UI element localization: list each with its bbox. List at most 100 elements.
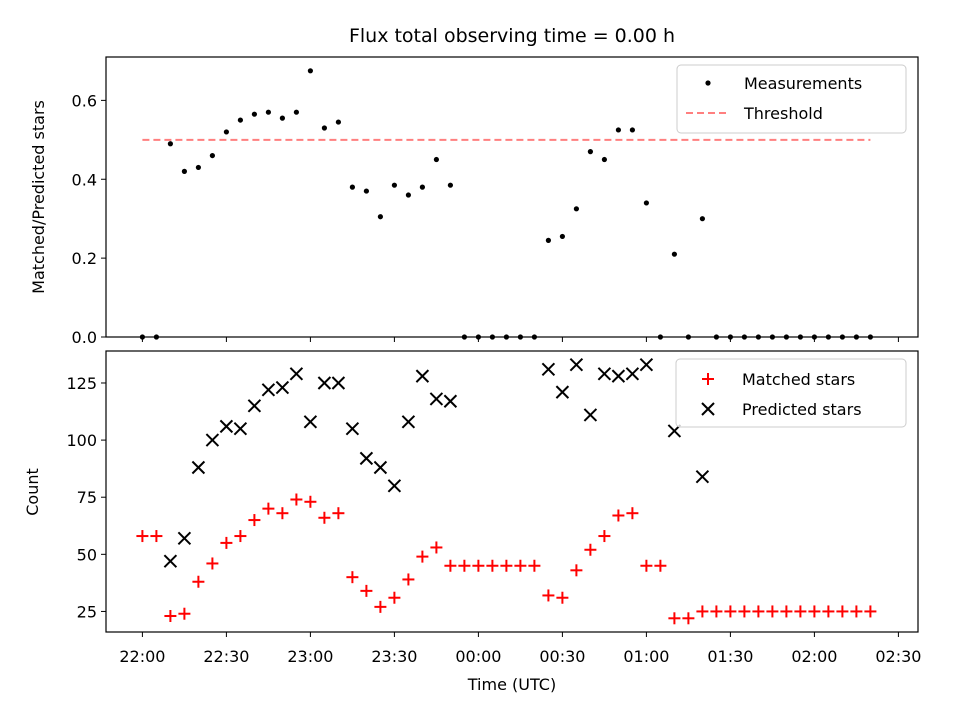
x-tick-label: 00:30: [539, 647, 585, 666]
x-tick-label: 23:30: [371, 647, 417, 666]
measurement-point: [419, 184, 425, 190]
matched-star-point: [206, 557, 219, 570]
matched-star-point: [150, 530, 163, 543]
matched-star-point: [262, 502, 275, 515]
matched-star-point: [710, 605, 723, 618]
matched-star-point: [850, 605, 863, 618]
ratio-legend: Measurements Threshold: [676, 64, 907, 134]
count-y-axis-label: Count: [23, 468, 42, 516]
measurement-point: [223, 129, 229, 135]
matched-star-point: [640, 559, 653, 572]
predicted-star-point: [289, 367, 304, 381]
legend-matched-plus-icon: [702, 373, 714, 385]
count-legend: Matched stars Predicted stars: [675, 358, 907, 428]
count-y-tick-label: 75: [77, 488, 97, 507]
matched-star-point: [514, 559, 527, 572]
x-tick-label: 01:00: [623, 647, 669, 666]
measurement-point: [433, 156, 439, 163]
matched-star-point: [402, 573, 415, 586]
measurement-point: [265, 109, 271, 115]
count-y-tick-label: 25: [77, 602, 97, 621]
ratio-y-tick-label: 0.6: [72, 91, 97, 110]
count-x-ticks: 22:00 22:30 23:00 23:30 00:00 00:30 01:00 01:30…: [119, 632, 921, 666]
x-axis-label: Time (UTC): [467, 675, 556, 694]
matched-star-point: [598, 530, 611, 543]
measurement-point: [643, 200, 650, 206]
measurement-point: [405, 192, 411, 198]
matched-star-point: [612, 509, 625, 522]
measurement-point: [391, 182, 397, 188]
matched-star-point: [864, 605, 877, 618]
matched-star-point: [500, 559, 513, 572]
matched-star-point: [738, 605, 751, 618]
matched-star-point: [724, 605, 737, 618]
measurement-point: [363, 188, 369, 194]
matched-star-point: [248, 514, 261, 527]
count-y-tick-label: 50: [77, 545, 97, 564]
matched-star-point: [416, 550, 429, 563]
matched-star-point: [794, 605, 807, 618]
count-plot-frame: [105, 350, 919, 633]
matched-star-point: [318, 511, 331, 524]
matched-star-point: [346, 571, 359, 584]
predicted-star-point: [555, 385, 570, 399]
predicted-star-point: [303, 415, 318, 429]
legend-threshold-label: Threshold: [743, 104, 823, 123]
predicted-star-point: [401, 415, 416, 429]
measurement-point: [195, 164, 201, 171]
predicted-star-point: [219, 419, 234, 434]
predicted-star-point: [247, 399, 262, 413]
measurement-point: [209, 152, 215, 159]
predicted-star-point: [625, 367, 640, 381]
measurement-point: [545, 237, 552, 243]
matched-star-point: [752, 605, 765, 618]
measurement-point: [307, 68, 313, 74]
legend-measurements-label: Measurements: [744, 74, 862, 93]
measurement-point: [699, 216, 706, 222]
predicted-star-point: [163, 554, 178, 568]
measurement-point: [587, 149, 594, 155]
legend-predicted-x-icon: [701, 402, 715, 416]
measurement-point: [349, 184, 355, 190]
matched-star-point: [668, 612, 681, 625]
predicted-star-point: [583, 408, 598, 422]
measurement-point: [237, 117, 243, 123]
matched-star-point: [360, 584, 373, 597]
matched-star-point: [332, 507, 345, 520]
matched-star-point: [528, 559, 541, 572]
matched-star-point: [290, 493, 303, 506]
matched-star-point: [276, 507, 289, 520]
predicted-star-point: [331, 376, 346, 390]
predicted-star-point: [373, 460, 388, 475]
legend-measurement-dot: [705, 80, 711, 86]
measurement-point: [601, 156, 608, 163]
measurement-point: [615, 127, 622, 133]
predicted-star-point: [233, 421, 248, 436]
measurement-point: [573, 206, 580, 212]
ratio-legend-box: [676, 64, 907, 134]
predicted-star-point: [639, 358, 654, 372]
measurement-point: [321, 125, 327, 131]
legend-predicted-label: Predicted stars: [742, 400, 862, 419]
x-tick-label: 00:00: [455, 647, 501, 666]
ratio-y-tick-label: 0.0: [72, 328, 97, 347]
ratio-plot-frame: [105, 56, 919, 338]
matched-star-point: [220, 536, 233, 549]
predicted-star-point: [317, 376, 332, 390]
predicted-star-point: [359, 451, 374, 466]
matched-star-point: [682, 612, 695, 625]
matched-star-point: [304, 495, 317, 508]
matched-star-point: [164, 610, 177, 623]
predicted-star-point: [177, 531, 192, 546]
matched-star-point: [444, 559, 457, 572]
predicted-star-point: [695, 469, 710, 484]
count-legend-box: [675, 358, 907, 428]
predicted-star-point: [261, 383, 276, 397]
predicted-star-point: [443, 394, 458, 408]
matched-star-point: [234, 530, 247, 543]
ratio-y-tick-label: 0.2: [72, 249, 97, 268]
matched-star-point: [458, 559, 471, 572]
matched-star-point: [822, 605, 835, 618]
matched-star-point: [556, 591, 569, 604]
